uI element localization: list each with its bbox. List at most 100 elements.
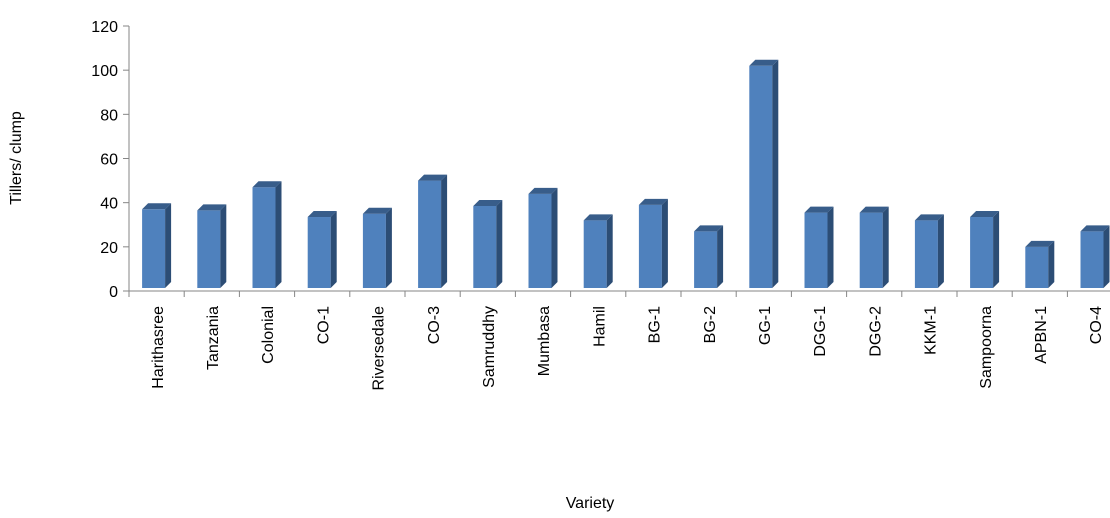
bar-front — [804, 212, 828, 288]
bar-front — [749, 65, 773, 288]
bar — [142, 203, 172, 288]
x-tick-label: BG-2 — [702, 306, 719, 343]
bar-front — [473, 205, 497, 288]
bar-front — [528, 193, 552, 288]
y-tick-label: 0 — [109, 284, 118, 301]
x-tick-label: Mumbasa — [536, 306, 553, 376]
bar-top — [1025, 240, 1055, 247]
bar-top — [197, 204, 227, 211]
bar-side — [496, 199, 503, 288]
x-tick-label: APBN-1 — [1033, 306, 1050, 364]
bar — [528, 187, 558, 288]
x-tick-label: CO-1 — [315, 306, 332, 344]
bar-front — [694, 231, 718, 288]
x-tick-label: Hamil — [591, 306, 608, 347]
bar-side — [1048, 240, 1055, 288]
bar-side — [993, 211, 1000, 288]
bar-top — [804, 206, 834, 213]
bar-top — [307, 211, 337, 218]
x-axis-title: Variety — [566, 495, 615, 512]
bar — [914, 214, 944, 288]
bar-side — [717, 225, 724, 288]
bar-front — [914, 220, 938, 288]
x-tick-label: CO-4 — [1088, 306, 1105, 344]
bar-side — [165, 203, 172, 288]
x-tick-label: Sampoorna — [978, 306, 995, 389]
bar — [638, 198, 668, 288]
x-tick-label: CO-3 — [426, 306, 443, 344]
bar-side — [441, 174, 448, 288]
bar-front — [142, 209, 166, 288]
bar — [307, 211, 337, 288]
bar-top — [528, 187, 558, 194]
x-tick-labels: Harithasree Tanzania Colonial CO-1 Riverseda… — [150, 306, 1105, 391]
bar-side — [937, 214, 944, 288]
bar-top — [694, 225, 724, 232]
y-tick-label: 100 — [91, 63, 118, 80]
bar-top — [914, 214, 944, 221]
x-tick-label: KKM-1 — [923, 306, 940, 355]
bar — [362, 207, 392, 288]
x-tick-label: DGG-2 — [867, 306, 884, 357]
bar — [252, 181, 282, 288]
bar — [694, 225, 724, 288]
bar-front — [197, 210, 221, 288]
bar-front — [418, 180, 442, 288]
y-tick-label: 40 — [100, 196, 118, 213]
bar-top — [1080, 225, 1110, 232]
bar — [583, 214, 613, 288]
x-tick-label: Riversedale — [371, 306, 388, 391]
bar-front — [1025, 246, 1049, 288]
x-tick-label: Tanzania — [205, 306, 222, 370]
bar — [197, 204, 227, 288]
bar-front — [307, 217, 331, 288]
bar-top — [252, 181, 282, 188]
bar-side — [1103, 225, 1110, 288]
bar-side — [275, 181, 282, 288]
y-tick-label: 20 — [100, 240, 118, 257]
x-axis — [128, 290, 1110, 297]
bar-side — [385, 207, 392, 288]
bar-side — [882, 206, 889, 288]
y-tick-label: 120 — [91, 19, 118, 36]
bar-front — [970, 217, 994, 288]
bar-top — [970, 211, 1000, 218]
y-axis: 0 20 40 60 80 100 120 — [91, 19, 130, 301]
bar — [970, 211, 1000, 288]
bar — [1025, 240, 1055, 288]
bar-front — [859, 212, 883, 288]
x-tick-label: Samruddhy — [481, 306, 498, 388]
bar-side — [661, 198, 668, 288]
bar-side — [330, 211, 337, 288]
bar-top — [638, 198, 668, 205]
bar-side — [827, 206, 834, 288]
bar-top — [859, 206, 889, 213]
bar-top — [142, 203, 172, 210]
x-tick-label: Harithasree — [150, 306, 167, 389]
bar-top — [583, 214, 613, 221]
bar-front — [1080, 231, 1104, 288]
x-tick-label: Colonial — [260, 306, 277, 364]
bar — [473, 199, 503, 288]
bar-top — [749, 59, 779, 66]
bar-side — [606, 214, 613, 288]
y-tick-label: 80 — [100, 107, 118, 124]
x-tick-label: DGG-1 — [812, 306, 829, 357]
bars — [142, 59, 1110, 288]
y-tick-label: 60 — [100, 152, 118, 169]
bar — [749, 59, 779, 288]
bar-front — [583, 220, 607, 288]
bar — [418, 174, 448, 288]
bar-front — [362, 213, 386, 288]
bar-front — [638, 204, 662, 288]
bar-side — [220, 204, 227, 288]
bar-top — [418, 174, 448, 181]
bar-top — [362, 207, 392, 214]
bar — [804, 206, 834, 288]
bar-side — [551, 187, 558, 288]
bar — [859, 206, 889, 288]
bar — [1080, 225, 1110, 288]
x-tick-label: GG-1 — [757, 306, 774, 345]
x-tick-label: BG-1 — [647, 306, 664, 343]
